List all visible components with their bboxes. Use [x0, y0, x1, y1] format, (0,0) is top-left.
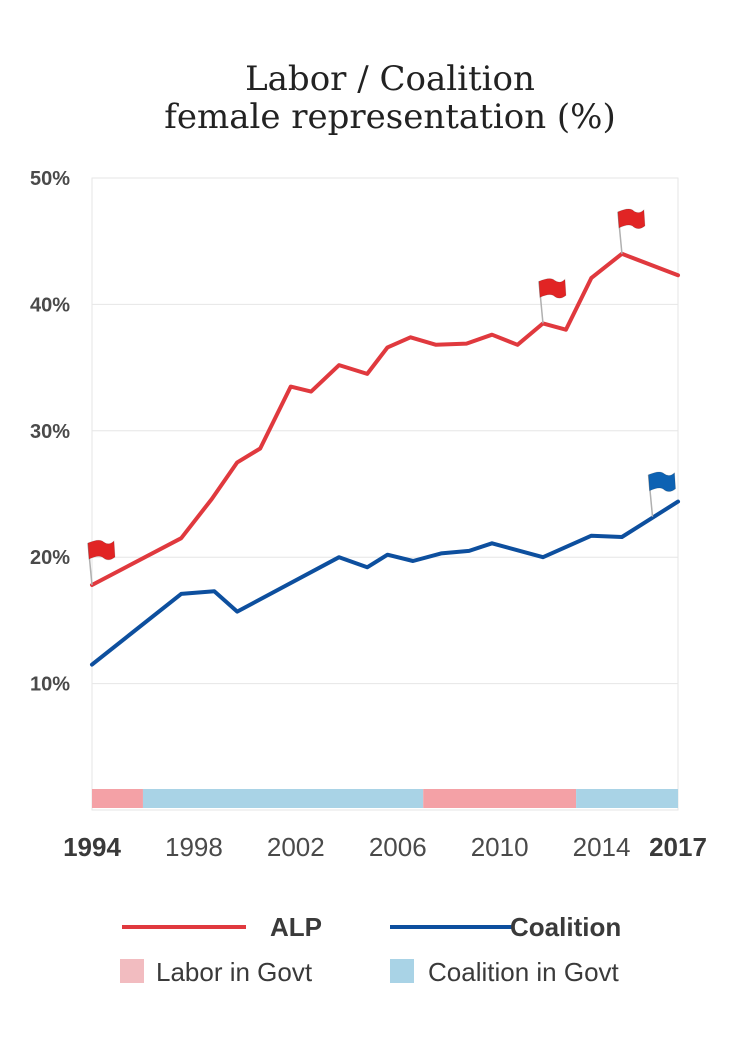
legend-label: Coalition [510, 912, 621, 942]
series-lines [90, 251, 680, 667]
government-band-labor [92, 789, 143, 808]
x-tick-label: 1994 [63, 832, 121, 862]
legend-label: Coalition in Govt [428, 957, 620, 987]
flag-icon [617, 208, 646, 254]
y-axis-ticks: 10% 20% 30% 40% 50% [30, 168, 70, 696]
flags [87, 208, 676, 586]
flag-icon [87, 539, 116, 586]
grid [91, 177, 679, 811]
government-band-coalition [142, 789, 424, 808]
legend-item-alp: ALP [122, 912, 322, 942]
plot-frame [91, 177, 679, 811]
chart-title-line-1: Labor / Coalition [245, 59, 535, 99]
legend-item-coalition: Coalition [390, 912, 621, 942]
chart-title: Labor / Coalition female representation … [164, 59, 615, 137]
y-tick-label: 40% [30, 294, 70, 316]
flag-icon [538, 278, 567, 324]
y-tick-label: 20% [30, 547, 70, 569]
legend-color-swatch [390, 959, 414, 983]
legend-label: ALP [270, 912, 322, 942]
y-tick-label: 30% [30, 421, 70, 443]
government-band-labor [423, 789, 577, 808]
x-tick-label: 2006 [369, 832, 427, 862]
chart-title-line-2: female representation (%) [164, 97, 615, 137]
series-line-coalition [90, 499, 680, 667]
y-tick-label: 50% [30, 168, 70, 190]
legend-color-swatch [120, 959, 144, 983]
flag-icon [647, 471, 676, 517]
legend-item-labor-in-govt: Labor in Govt [120, 957, 313, 987]
x-tick-label: 2002 [267, 832, 325, 862]
x-tick-label: 1998 [165, 832, 223, 862]
government-bands [92, 789, 678, 808]
x-axis-ticks: 1994 1998 2002 2006 2010 2014 2017 [63, 832, 707, 862]
government-band-coalition [576, 789, 678, 808]
x-tick-label: 2010 [471, 832, 529, 862]
x-tick-label: 2017 [649, 832, 707, 862]
series-line-alp [90, 251, 680, 587]
legend-label: Labor in Govt [156, 957, 313, 987]
legend: ALP Coalition Labor in Govt Coalition in Go… [120, 912, 621, 987]
legend-item-coalition-in-govt: Coalition in Govt [390, 957, 620, 987]
y-tick-label: 10% [30, 674, 70, 696]
x-tick-label: 2014 [573, 832, 631, 862]
